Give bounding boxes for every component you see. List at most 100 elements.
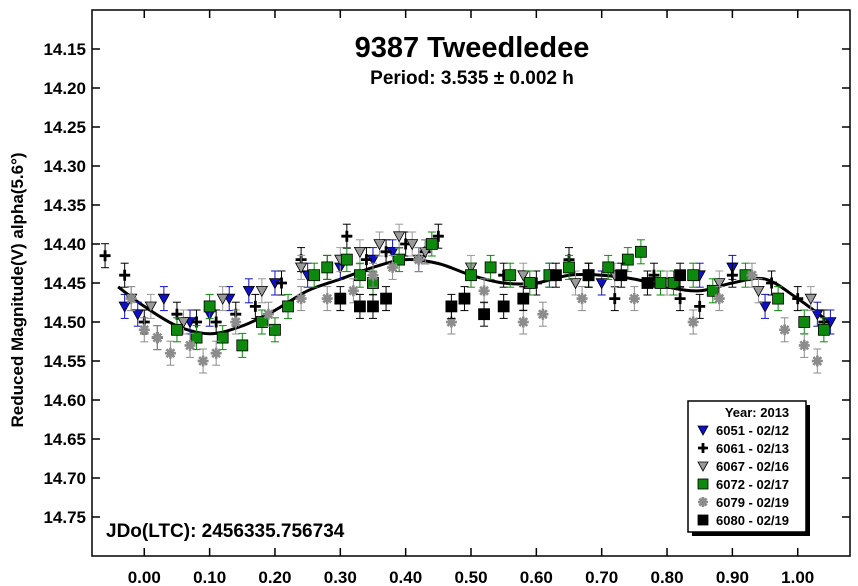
data-point — [811, 348, 823, 374]
point-marker — [294, 262, 308, 274]
point-marker — [157, 293, 171, 305]
data-point — [354, 293, 366, 319]
legend-marker — [697, 461, 709, 472]
point-marker — [497, 300, 510, 313]
y-tick-label: 14.60 — [43, 391, 86, 410]
point-marker — [648, 269, 660, 281]
legend-entry: 6061 - 02/13 — [698, 441, 789, 456]
data-point — [517, 286, 530, 312]
point-marker — [563, 261, 575, 274]
data-point — [184, 332, 196, 358]
data-point — [582, 262, 595, 288]
y-tick-label: 14.30 — [43, 157, 86, 176]
point-marker — [811, 355, 823, 367]
data-point — [255, 309, 268, 335]
data-point — [268, 270, 282, 296]
point-marker — [119, 269, 131, 281]
point-marker — [811, 309, 824, 321]
x-tick-labels: 0.00 0.10 0.20 0.30 0.40 0.50 0.60 0.70 0.80 0.90… — [128, 568, 815, 586]
point-marker — [413, 254, 425, 266]
point-marker — [367, 300, 379, 313]
data-point — [190, 325, 203, 351]
legend-label: 6061 - 02/13 — [716, 441, 789, 456]
point-marker — [354, 300, 366, 313]
data-point — [465, 262, 477, 288]
x-tick-label: 1.00 — [781, 568, 814, 586]
data-point — [269, 317, 281, 343]
data-point — [340, 247, 353, 273]
point-marker — [615, 269, 628, 282]
data-point — [739, 262, 752, 288]
legend-entry: 6080 - 02/19 — [697, 513, 789, 528]
data-point — [171, 317, 183, 343]
point-marker — [602, 261, 615, 274]
data-point — [804, 286, 817, 312]
data-point — [537, 301, 549, 327]
point-marker — [216, 293, 229, 305]
point-marker — [713, 293, 725, 305]
data-point — [236, 332, 249, 358]
y-tick-label: 14.20 — [43, 79, 86, 98]
point-marker — [550, 269, 562, 282]
point-marker — [445, 316, 457, 328]
data-point — [125, 286, 137, 312]
point-marker — [798, 316, 811, 328]
x-tick-label: 0.50 — [454, 568, 487, 586]
chart-subtitle: Period: 3.535 ± 0.002 h — [370, 68, 574, 89]
data-point — [772, 286, 785, 312]
point-marker — [595, 278, 608, 290]
legend-entry: 6067 - 02/16 — [697, 459, 789, 474]
data-point — [641, 270, 654, 296]
point-marker — [321, 293, 333, 305]
y-tick-label: 14.70 — [43, 469, 86, 488]
y-tick-label: 14.55 — [43, 352, 86, 371]
data-point — [758, 293, 772, 319]
data-point — [216, 325, 229, 351]
data-point — [523, 270, 536, 296]
legend-box — [687, 400, 807, 533]
data-point — [654, 270, 667, 296]
y-tick-label: 14.45 — [43, 274, 86, 293]
data-point — [249, 293, 261, 319]
data-point — [478, 278, 490, 304]
point-marker — [347, 285, 359, 297]
data-point — [694, 293, 706, 319]
data-point — [242, 278, 256, 304]
data-point — [563, 254, 575, 280]
point-marker — [138, 324, 150, 336]
point-marker — [387, 261, 399, 273]
data-point — [230, 309, 242, 335]
x-tick-label: 0.90 — [716, 568, 749, 586]
data-point — [393, 247, 406, 273]
point-marker — [621, 253, 634, 266]
data-point — [119, 262, 131, 288]
point-marker — [687, 269, 700, 282]
data-point — [550, 262, 562, 288]
point-marker — [392, 231, 406, 243]
point-marker — [282, 300, 294, 313]
point-marker — [628, 293, 640, 305]
data-point — [458, 286, 471, 312]
x-tick-label: 0.00 — [128, 568, 161, 586]
data-point — [609, 286, 621, 312]
point-marker — [99, 250, 111, 262]
data-point — [621, 247, 634, 273]
point-marker — [687, 316, 699, 328]
data-point — [341, 223, 353, 249]
legend-label: 6072 - 02/17 — [716, 477, 789, 492]
data-point — [425, 231, 438, 257]
point-marker — [131, 309, 144, 321]
data-point — [576, 286, 588, 312]
x-tick-label: 0.70 — [585, 568, 618, 586]
point-marker — [255, 286, 269, 298]
point-marker — [164, 347, 176, 359]
data-point — [321, 254, 334, 280]
data-point — [706, 278, 719, 304]
point-marker — [484, 261, 497, 274]
point-marker — [641, 277, 654, 289]
y-tick-label: 14.25 — [43, 118, 86, 137]
data-point — [798, 332, 810, 358]
point-marker — [445, 300, 458, 313]
data-point — [517, 309, 529, 335]
point-marker — [308, 269, 321, 282]
